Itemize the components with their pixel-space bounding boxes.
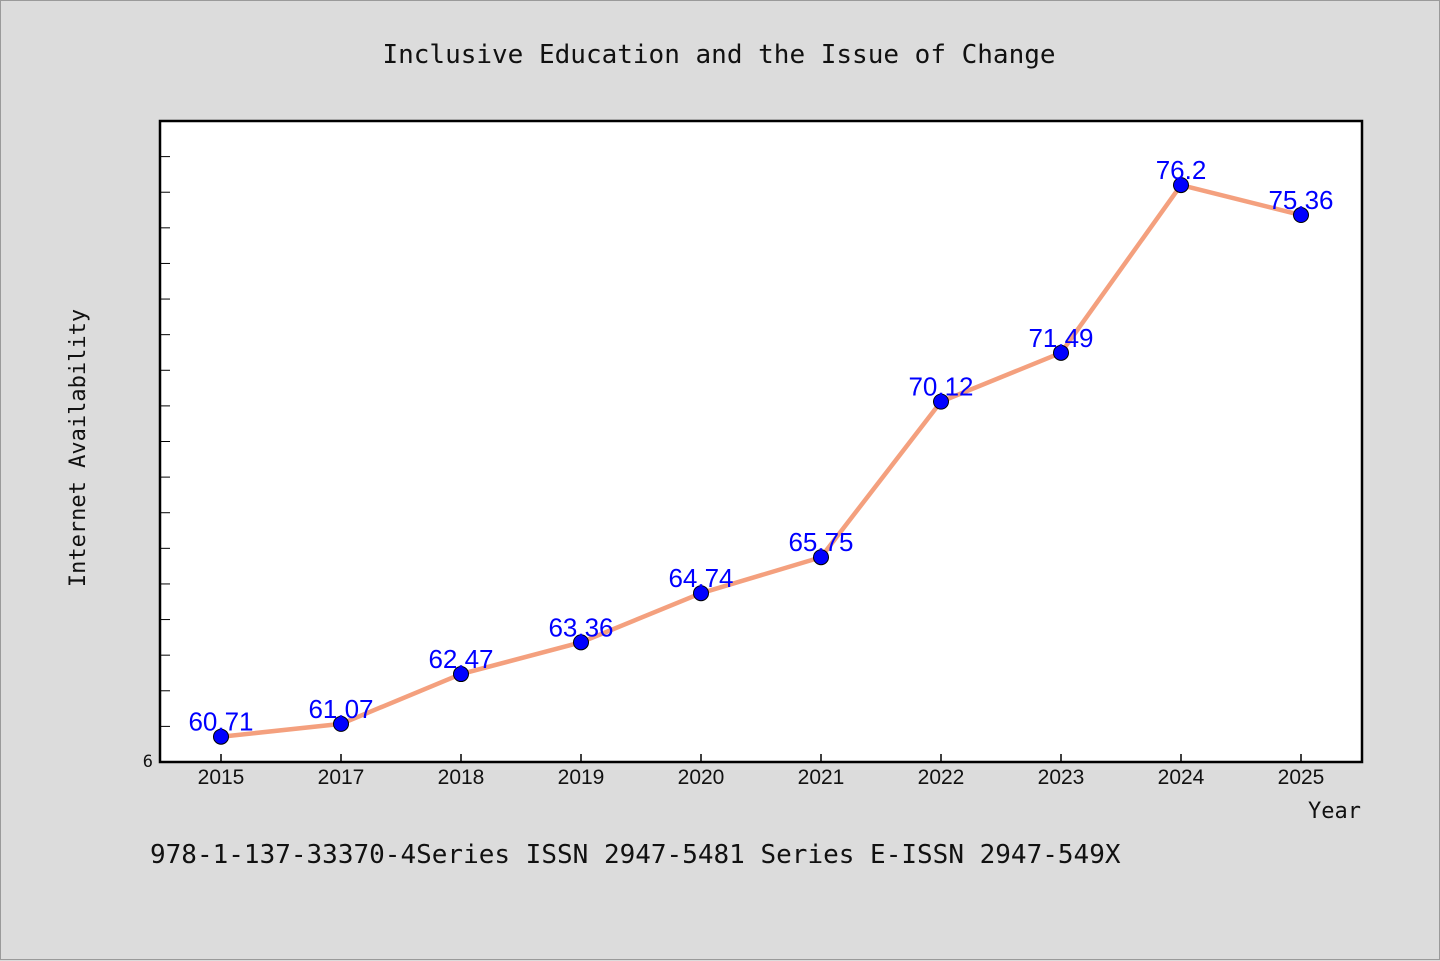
x-axis-ticks: 2015 2017 2018 2019 2020 2021 2022 2023 2024 2025 (198, 754, 1325, 789)
x-tick-label: 2023 (1038, 766, 1085, 789)
data-label: 64.74 (668, 563, 733, 593)
data-point (573, 634, 589, 651)
x-tick-label: 2019 (558, 766, 605, 789)
x-tick-label: 2024 (1158, 766, 1205, 789)
series-line (218, 182, 1304, 739)
data-point (1053, 344, 1069, 361)
x-tick-label: 2020 (678, 766, 725, 789)
footer-text: 978-1-137-33370-4Series ISSN 2947-5481 S… (150, 840, 1121, 870)
data-point (1293, 207, 1309, 224)
data-label: 76.2 (1156, 155, 1207, 185)
x-tick-label: 2018 (438, 766, 485, 789)
x-tick-label: 2017 (318, 766, 365, 789)
x-tick-label: 2025 (1278, 766, 1325, 789)
data-labels: 60.71 61.07 62.47 63.36 64.74 65.75 70.12 71.49… (188, 155, 1333, 737)
data-label: 60.71 (188, 707, 253, 737)
data-point (1173, 177, 1189, 194)
x-tick-label: 2022 (918, 766, 965, 789)
x-axis-label: Year (1308, 799, 1361, 824)
data-label: 75.36 (1268, 185, 1333, 215)
data-label: 62.47 (428, 644, 493, 674)
x-tick-label: 2021 (798, 766, 845, 789)
data-point (333, 715, 349, 732)
data-point (213, 728, 229, 745)
y-tick-label: 6 (143, 752, 153, 772)
data-point (813, 549, 829, 566)
data-label: 71.49 (1028, 323, 1093, 353)
data-label: 61.07 (308, 694, 373, 724)
y-axis-label: Internet Availability (66, 309, 91, 587)
data-point (453, 666, 469, 683)
data-label: 65.75 (788, 527, 853, 557)
data-point (933, 393, 949, 410)
chart-title: Inclusive Education and the Issue of Cha… (382, 40, 1055, 70)
series-layer (213, 177, 1309, 745)
x-tick-label: 2015 (198, 766, 245, 789)
data-label: 63.36 (548, 612, 613, 642)
data-label: 70.12 (908, 372, 973, 402)
plot-area (158, 119, 1364, 764)
data-point (693, 585, 709, 602)
y-axis-ticks: 6 (143, 120, 170, 772)
